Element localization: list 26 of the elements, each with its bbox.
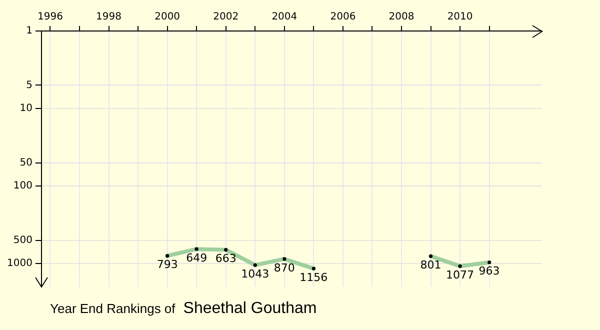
data-label: 1043 (241, 267, 270, 280)
x-tick-label: 2010 (447, 12, 473, 23)
text: Sheethal Goutham (183, 300, 317, 317)
data-label: 801 (420, 258, 442, 272)
y-tick-label: 100 (13, 180, 32, 192)
data-label: 663 (215, 252, 236, 266)
text: Year End Rankings of (50, 301, 176, 316)
y-tick-label: 500 (13, 234, 32, 246)
x-tick-label: 2004 (272, 12, 298, 23)
y-tick-label: 1 (26, 26, 32, 37)
x-tick-label: 1996 (38, 12, 63, 23)
y-tick-label: 5 (26, 80, 32, 91)
y-tick-label: 1000 (6, 258, 32, 270)
x-tick-label: 1998 (96, 12, 122, 23)
x-tick-label: 2006 (330, 12, 356, 23)
x-tick-label: 2000 (154, 12, 180, 23)
data-label: 1077 (446, 268, 474, 282)
data-label: 1156 (300, 270, 328, 284)
y-tick-label: 10 (20, 103, 32, 114)
x-tick-label: 2008 (388, 12, 414, 23)
data-label: 649 (186, 251, 208, 264)
data-label: 870 (274, 261, 295, 274)
y-tick-label: 50 (20, 157, 32, 168)
data-label: 963 (478, 264, 500, 278)
data-label: 793 (156, 258, 178, 272)
x-tick-label: 2002 (213, 12, 239, 23)
